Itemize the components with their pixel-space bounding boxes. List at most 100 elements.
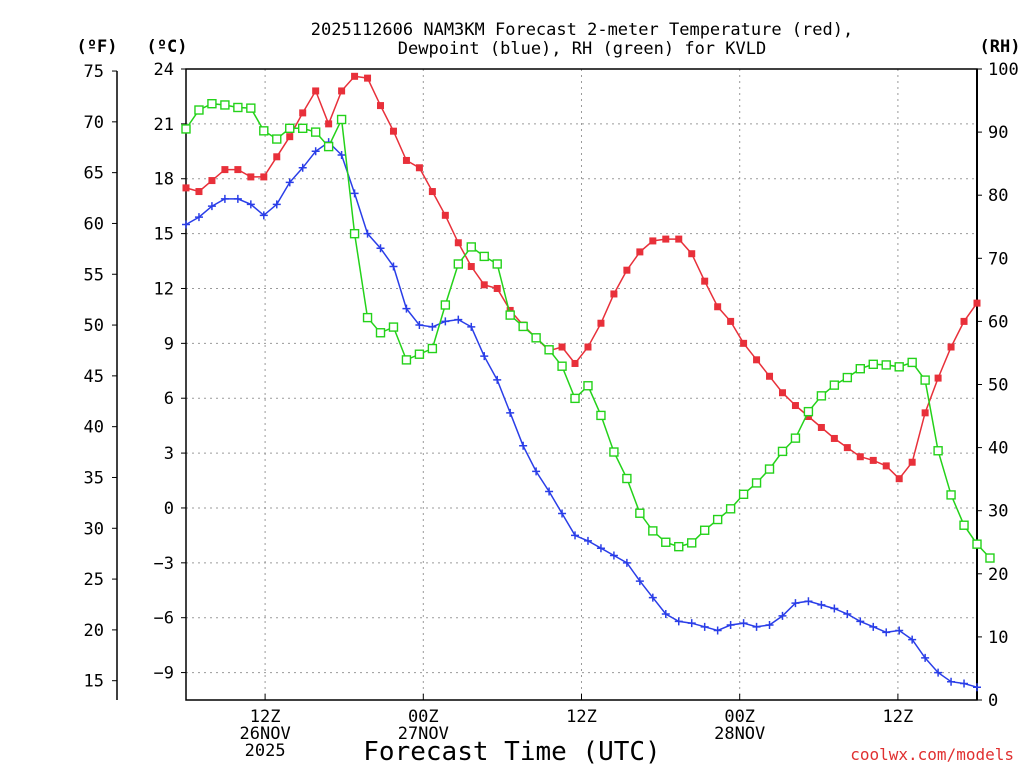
temperature-point: [740, 339, 748, 347]
dewpoint-point: [182, 220, 190, 229]
dewpoint-point: [376, 244, 385, 253]
temperature-point: [273, 153, 281, 161]
dewpoint-point: [350, 189, 359, 198]
dewpoint-point: [856, 617, 865, 626]
rh-tick-label: 40: [988, 439, 1008, 459]
rh-point: [518, 321, 528, 332]
celsius-tick-label: −9: [154, 664, 174, 684]
x-tick-label: 00Z: [408, 707, 439, 727]
rh-point: [466, 242, 476, 252]
rh-point: [310, 127, 321, 137]
rh-point: [531, 333, 541, 343]
temperature-point: [377, 102, 385, 110]
dewpoint-point: [661, 610, 670, 619]
rh-tick-label: 10: [988, 628, 1008, 648]
rh-point: [544, 345, 554, 355]
title-line: Dewpoint (blue), RH (green) for KVLD: [398, 39, 766, 59]
rh-point: [842, 372, 853, 383]
dewpoint-point: [246, 200, 255, 209]
fahrenheit-tick-label: 65: [84, 164, 104, 184]
axes: [116, 68, 978, 701]
rh-tick-label: 0: [988, 691, 998, 711]
rh-point: [868, 359, 878, 370]
fahrenheit-tick-label: 20: [84, 621, 104, 641]
rh-point: [946, 490, 956, 500]
dewpoint-point: [311, 147, 320, 156]
dewpoint-point: [545, 487, 554, 496]
rh-point: [803, 406, 814, 417]
temperature-point: [312, 87, 320, 95]
dewpoint-point: [635, 577, 644, 586]
temperature-point: [364, 74, 372, 82]
dewpoint-point: [583, 536, 592, 545]
x-tick-label: 12Z: [566, 707, 597, 727]
rh-point: [712, 514, 723, 525]
temperature-point: [208, 177, 216, 185]
rh-point: [609, 447, 619, 457]
celsius-tick-label: 9: [164, 334, 174, 354]
x-tick-label: 27NOV: [398, 724, 449, 744]
temperature-point: [843, 444, 851, 452]
rh-point: [596, 410, 606, 421]
x-axis-label: Forecast Time (UTC): [363, 737, 660, 767]
dewpoint-point: [519, 441, 528, 450]
temperature-point: [428, 188, 436, 196]
dewpoint-point: [298, 163, 307, 172]
temperature-point: [662, 235, 670, 243]
rh-point: [492, 259, 502, 269]
rh-point: [777, 446, 788, 457]
celsius-tick-label: 15: [154, 225, 174, 245]
rh-point: [829, 380, 840, 390]
dewpoint-point: [194, 213, 203, 222]
temperature-point: [688, 250, 696, 258]
rh-point: [725, 504, 736, 514]
temperature-point: [351, 72, 359, 80]
x-tick-label: 26NOV: [240, 724, 291, 744]
temperature-point: [389, 127, 397, 135]
fahrenheit-tick-label: 30: [84, 519, 104, 539]
dewpoint-point: [713, 626, 722, 635]
rh-point: [583, 381, 593, 391]
temperature-point: [727, 317, 735, 325]
temperature-point: [947, 343, 955, 351]
x-tick-label: 12Z: [250, 707, 281, 727]
rh-point: [194, 105, 204, 115]
rh-point: [414, 349, 425, 359]
rh-tick-label: 90: [988, 123, 1008, 143]
rh-point: [298, 123, 308, 134]
celsius-tick-label: 18: [154, 170, 174, 190]
rh-point: [233, 102, 243, 113]
rh-point: [401, 355, 412, 365]
rh-point: [181, 124, 191, 134]
dewpoint-point: [467, 322, 476, 331]
temperature-point: [415, 164, 423, 172]
temperature-point: [675, 235, 683, 243]
dewpoint-point: [415, 321, 424, 330]
fahrenheit-tick-label: 35: [84, 468, 104, 488]
temperature-point: [960, 317, 968, 325]
dewpoint-point: [869, 622, 878, 631]
dewpoint-point: [882, 628, 891, 637]
dewpoint-point: [233, 194, 242, 203]
dewpoint-point: [454, 315, 463, 324]
celsius-tick-label: 6: [164, 389, 174, 409]
x-tick-label: 00Z: [724, 707, 755, 727]
temperature-point: [221, 166, 229, 174]
series-dewpoint: [182, 138, 981, 692]
series-rh: [181, 99, 995, 563]
rh-point: [362, 312, 373, 323]
rh-point: [764, 464, 775, 474]
dewpoint-point: [778, 611, 787, 620]
temperature-point: [182, 184, 190, 192]
celsius-tick-label: 24: [154, 60, 174, 80]
chart-title: 2025112606 NAM3KM Forecast 2-meter Tempe…: [311, 20, 853, 59]
rh-tick-label: 50: [988, 376, 1008, 396]
rh-point: [790, 433, 801, 443]
rh-tick-label: 100: [988, 60, 1019, 80]
temperature-point: [493, 284, 501, 292]
celsius-tick-label: 0: [164, 499, 174, 519]
rh-point: [687, 538, 697, 548]
dewpoint-point: [285, 178, 294, 187]
temperature-point: [766, 372, 774, 380]
data-series: [181, 72, 995, 692]
